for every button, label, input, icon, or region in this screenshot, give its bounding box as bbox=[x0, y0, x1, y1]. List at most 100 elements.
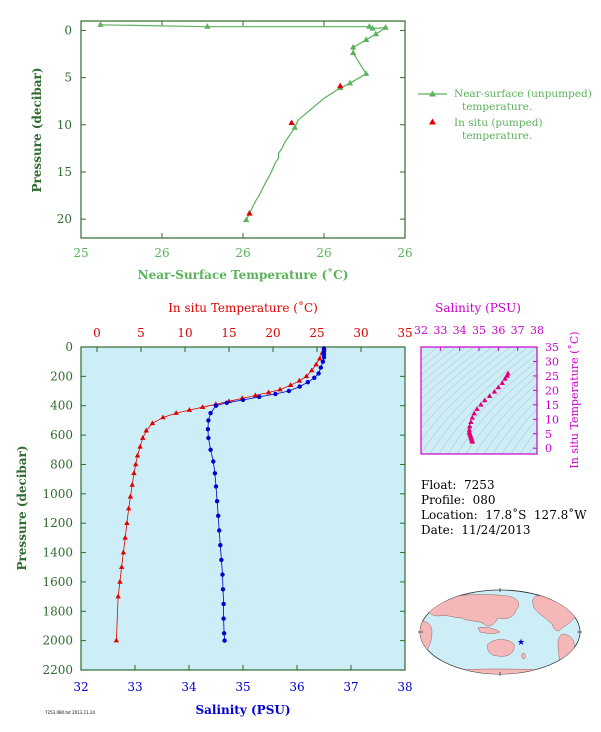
plot1-y-axis-label: Pressure (decibar) bbox=[30, 67, 44, 192]
plot2-pressure-tick-label: 1400 bbox=[42, 546, 73, 560]
near-surface-temperature-marker bbox=[369, 25, 376, 31]
ts-point bbox=[468, 419, 474, 424]
ts-point bbox=[504, 372, 510, 378]
near-surface-temperature-marker bbox=[382, 24, 389, 30]
salinity-profile-marker bbox=[221, 601, 226, 607]
density-contour bbox=[465, 375, 537, 454]
in-situ-temperature-marker bbox=[246, 209, 253, 216]
salinity-profile-marker bbox=[220, 572, 225, 577]
temperature-profile-marker bbox=[137, 443, 143, 449]
plot3-top-axis-label: Salinity (PSU) bbox=[435, 301, 521, 315]
salinity-profile-marker bbox=[205, 427, 211, 432]
ts-point bbox=[491, 388, 498, 394]
plot2-pressure-tick-label: 200 bbox=[50, 369, 73, 383]
temperature-profile-marker bbox=[265, 389, 272, 395]
plot3-temperature-tick-label: 0 bbox=[545, 442, 552, 455]
density-contour bbox=[474, 383, 537, 454]
salinity-profile-marker bbox=[320, 359, 326, 364]
salinity-profile-marker bbox=[224, 400, 229, 405]
temperature-profile-marker bbox=[277, 386, 283, 392]
density-contour bbox=[519, 429, 537, 454]
plot2-salinity-tick-label: 35 bbox=[235, 680, 250, 694]
plot1-y-ticks: 0 5 10 15 20 bbox=[57, 23, 405, 226]
plot2-temperature-tick-label: 30 bbox=[353, 326, 368, 340]
plot2-salinity-tick-label: 37 bbox=[343, 680, 358, 694]
temperature-profile-marker bbox=[303, 373, 310, 379]
density-contour bbox=[421, 347, 439, 361]
density-contour bbox=[421, 347, 484, 400]
plot3-temperature-tick-label: 20 bbox=[545, 384, 559, 397]
plot1-x-axis-label: Near-Surface Temperature (˚C) bbox=[138, 267, 349, 282]
plot3-salinity-ticks: 32 33 34 35 36 37 38 bbox=[414, 324, 544, 351]
ts-point bbox=[495, 384, 502, 390]
plot2-top-axis-label: In situ Temperature (˚C) bbox=[168, 300, 318, 315]
temperature-profile-marker bbox=[129, 482, 135, 487]
plot3-salinity-tick-label: 38 bbox=[530, 324, 544, 337]
float-info: Float: 7253 Profile: 080 Location: 17.8˚… bbox=[421, 478, 587, 538]
plot2-series bbox=[113, 345, 327, 643]
plot2-temperature-tick-label: 35 bbox=[397, 326, 412, 340]
plot3-density-contours bbox=[421, 347, 537, 454]
plot2-salinity-tick-label: 34 bbox=[181, 680, 197, 694]
plot3-salinity-tick-label: 33 bbox=[433, 324, 447, 337]
plot3-temperature-tick-label: 30 bbox=[545, 355, 559, 368]
temperature-profile-marker bbox=[124, 520, 130, 525]
temperature-profile-marker bbox=[122, 534, 128, 540]
temperature-profile-marker bbox=[120, 549, 127, 555]
salinity-profile-marker bbox=[208, 410, 213, 416]
near-surface-temperature-marker bbox=[346, 79, 354, 86]
density-contour bbox=[421, 347, 457, 376]
temperature-profile-marker bbox=[309, 367, 315, 373]
density-contour bbox=[421, 347, 466, 384]
salinity-profile-marker bbox=[297, 384, 302, 389]
legend-label-in-situ: In situ (pumped) bbox=[454, 117, 543, 129]
plot2-temperature-tick-label: 10 bbox=[177, 326, 192, 340]
ts-point bbox=[502, 375, 508, 381]
temperature-profile-marker bbox=[160, 414, 166, 420]
plot1-y-tick-label: 5 bbox=[64, 71, 72, 85]
temperature-profile-marker bbox=[115, 593, 121, 599]
near-surface-temperature-marker bbox=[291, 124, 298, 130]
salinity-profile-marker bbox=[211, 459, 216, 464]
plot1-y-tick-label: 0 bbox=[64, 23, 72, 37]
ts-point bbox=[467, 423, 473, 429]
map-new-zealand bbox=[521, 653, 526, 659]
salinity-profile-marker bbox=[216, 513, 221, 518]
density-contour bbox=[421, 347, 511, 429]
density-contour bbox=[483, 391, 537, 454]
ts-point bbox=[469, 438, 476, 444]
ts-point bbox=[471, 410, 477, 416]
plot1-x-tick-label: 26 bbox=[316, 246, 331, 260]
plot2-temperature-tick-label: 5 bbox=[137, 326, 145, 340]
temperature-profile-marker bbox=[125, 505, 132, 511]
density-contour bbox=[447, 361, 537, 454]
map-south-america bbox=[557, 633, 575, 673]
salinity-profile-marker bbox=[305, 380, 310, 385]
plot2-pressure-tick-label: 400 bbox=[50, 399, 73, 413]
temperature-profile-marker bbox=[186, 407, 193, 412]
plot2-salinity-ticks: 32 33 34 35 36 37 38 bbox=[73, 665, 413, 694]
plot3-temperature-tick-label: 15 bbox=[545, 399, 559, 412]
plot2-temperature-ticks: 0 5 10 15 20 25 30 35 bbox=[93, 326, 413, 352]
temperature-profile-marker bbox=[316, 355, 323, 361]
ts-point bbox=[499, 380, 505, 385]
near-surface-temperature-marker bbox=[366, 23, 373, 29]
density-contour bbox=[492, 399, 537, 454]
plot3-salinity-tick-label: 32 bbox=[414, 324, 428, 337]
salinity-profile-marker bbox=[312, 375, 317, 380]
plot3-temperature-tick-label: 5 bbox=[545, 428, 552, 441]
near-surface-temperature-marker bbox=[372, 30, 379, 37]
salinity-profile-marker bbox=[213, 403, 219, 408]
plot2-pressure-tick-label: 2200 bbox=[42, 663, 73, 677]
salinity-profile-marker bbox=[220, 587, 226, 592]
temperature-profile-marker bbox=[133, 461, 139, 467]
temperature-profile-marker bbox=[140, 435, 146, 440]
ts-point bbox=[486, 393, 493, 398]
temperature-profile-marker bbox=[113, 637, 120, 643]
density-contour bbox=[456, 368, 537, 454]
salinity-profile-marker bbox=[318, 365, 323, 370]
plot2-pressure-tick-label: 1000 bbox=[42, 487, 73, 501]
plot3-salinity-tick-label: 37 bbox=[511, 324, 525, 337]
density-contour bbox=[421, 347, 529, 454]
